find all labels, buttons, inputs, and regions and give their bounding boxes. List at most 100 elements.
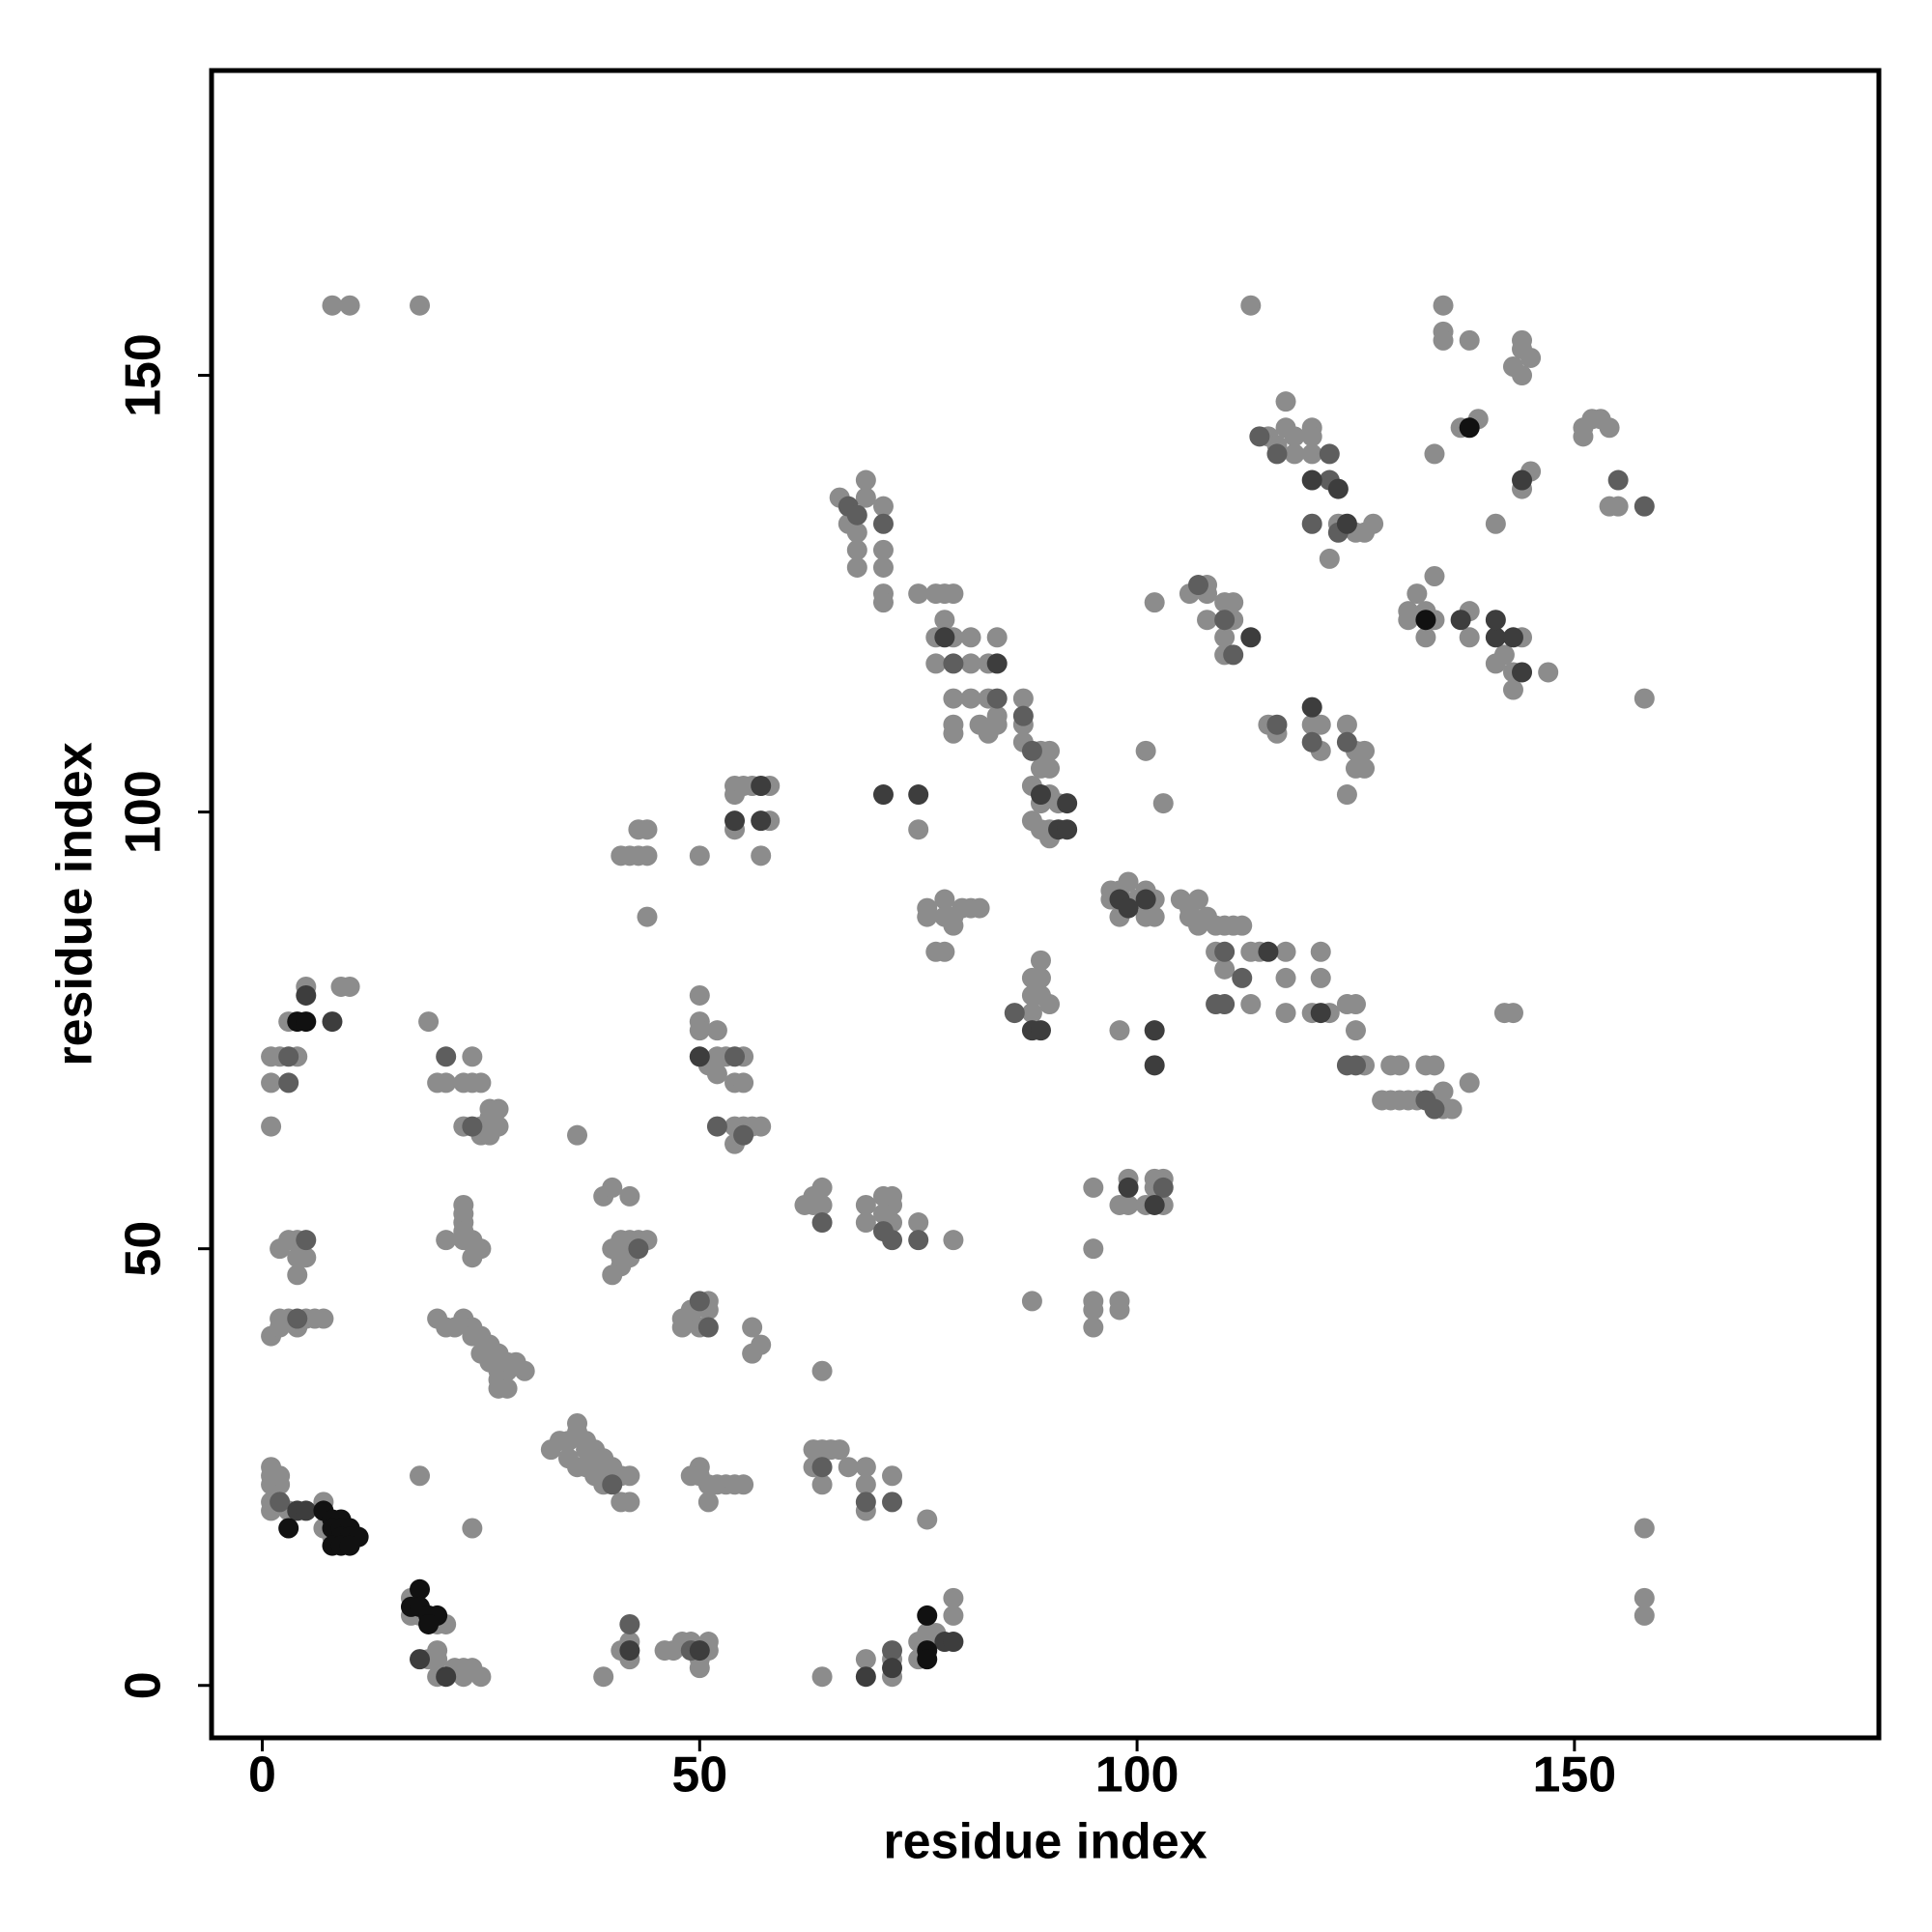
point	[1634, 1587, 1655, 1608]
point	[1021, 1003, 1042, 1024]
point	[462, 1046, 483, 1067]
point	[811, 1177, 833, 1198]
point	[261, 1116, 282, 1137]
point	[689, 984, 710, 1006]
point	[1275, 941, 1296, 962]
point	[706, 1020, 727, 1041]
point	[1336, 714, 1357, 735]
point	[637, 819, 658, 840]
point	[724, 810, 746, 832]
point	[855, 487, 876, 508]
point	[619, 1613, 640, 1634]
point	[917, 1649, 938, 1670]
point	[855, 1212, 876, 1234]
point	[1039, 740, 1061, 761]
point	[1485, 610, 1506, 631]
point	[418, 1613, 440, 1634]
point	[960, 627, 981, 648]
point	[943, 1632, 964, 1653]
point	[724, 1046, 746, 1067]
point	[1424, 1055, 1445, 1076]
point	[960, 688, 981, 709]
point	[1459, 1072, 1480, 1094]
point	[811, 1666, 833, 1688]
point	[1152, 793, 1174, 814]
point	[917, 1509, 938, 1530]
point	[1284, 426, 1305, 447]
y-axis-title: residue index	[47, 742, 103, 1065]
point	[1389, 1055, 1410, 1076]
point	[436, 1230, 457, 1251]
point	[1232, 915, 1253, 936]
point	[1433, 295, 1454, 316]
point	[803, 1194, 824, 1215]
point	[567, 1124, 588, 1146]
point	[1634, 1605, 1655, 1626]
point	[1301, 513, 1322, 534]
point	[1039, 994, 1061, 1015]
point	[1021, 1291, 1042, 1312]
point	[602, 1474, 623, 1495]
point	[855, 1492, 876, 1513]
point	[1433, 329, 1454, 351]
point	[1424, 565, 1445, 586]
point	[742, 1343, 763, 1364]
point	[1083, 1177, 1104, 1198]
point	[1258, 941, 1279, 962]
point	[1459, 417, 1480, 439]
point	[602, 1177, 623, 1198]
point	[689, 1658, 710, 1679]
point	[1240, 994, 1262, 1015]
point	[462, 1116, 483, 1137]
point	[1021, 740, 1042, 761]
point	[1030, 784, 1051, 806]
point	[1266, 714, 1288, 735]
point	[602, 1264, 623, 1286]
point	[969, 897, 990, 919]
point	[943, 653, 964, 674]
point	[339, 295, 360, 316]
point	[1214, 958, 1236, 980]
point	[733, 1124, 754, 1146]
point	[1424, 443, 1445, 465]
point	[1336, 1055, 1357, 1076]
point	[278, 1046, 299, 1067]
point	[882, 1658, 903, 1679]
point	[1502, 1003, 1523, 1024]
point	[1187, 889, 1208, 910]
point	[1512, 662, 1533, 683]
point	[296, 984, 317, 1006]
point	[296, 1500, 317, 1521]
point	[637, 845, 658, 867]
x-tick-label: 0	[248, 1747, 276, 1804]
point	[882, 1230, 903, 1251]
point	[1144, 1194, 1165, 1215]
point	[882, 1492, 903, 1513]
point	[296, 1230, 317, 1251]
point	[934, 627, 955, 648]
point	[1485, 653, 1506, 674]
point	[943, 1230, 964, 1251]
y-tick-label: 150	[116, 333, 172, 417]
point	[1144, 592, 1165, 613]
point	[1012, 688, 1034, 709]
point	[593, 1666, 614, 1688]
point	[619, 1185, 640, 1207]
point	[322, 1011, 343, 1033]
point	[986, 653, 1008, 674]
point	[943, 1587, 964, 1608]
point	[872, 539, 894, 560]
point	[418, 1011, 440, 1033]
point	[1118, 1177, 1139, 1198]
point	[986, 627, 1008, 648]
point	[1135, 889, 1156, 910]
point	[1415, 610, 1436, 631]
point	[855, 1666, 876, 1688]
point	[514, 1360, 535, 1381]
point	[872, 513, 894, 534]
point	[1336, 784, 1357, 806]
point	[846, 504, 867, 526]
point	[1354, 740, 1376, 761]
point	[470, 1666, 492, 1688]
point	[1214, 994, 1236, 1015]
